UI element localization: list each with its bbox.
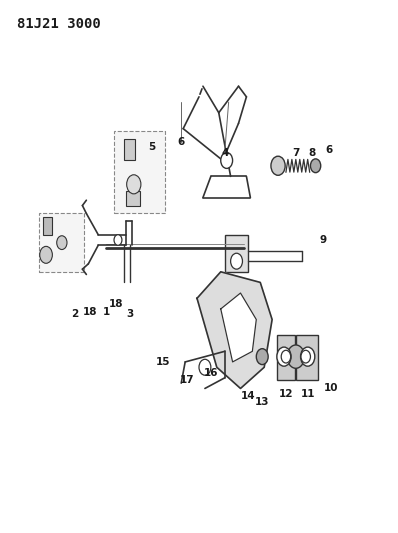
Text: 2: 2 [71,309,78,319]
Text: 16: 16 [204,368,218,377]
Bar [225,235,248,272]
Text: 1: 1 [103,306,110,317]
Text: 7: 7 [292,148,300,158]
Bar [39,214,84,272]
Bar [126,191,140,206]
Circle shape [127,175,141,194]
Circle shape [40,246,53,263]
Text: 18: 18 [83,306,98,317]
Bar [124,139,135,160]
Bar [43,217,52,235]
Circle shape [300,347,315,366]
Circle shape [256,349,268,365]
Circle shape [221,152,232,168]
Circle shape [199,359,211,375]
Text: 18: 18 [109,298,123,309]
Text: 9: 9 [320,235,327,245]
Text: 13: 13 [255,397,269,407]
Circle shape [281,350,291,363]
Circle shape [310,159,321,173]
Text: 6: 6 [326,145,333,155]
Bar [296,335,318,381]
Text: 4: 4 [221,148,228,158]
Circle shape [287,345,304,368]
Text: 81J21 3000: 81J21 3000 [17,17,101,31]
Circle shape [114,235,122,245]
Circle shape [301,350,310,363]
Text: 12: 12 [279,389,293,399]
Circle shape [230,253,242,269]
Text: 3: 3 [126,309,133,319]
Text: 11: 11 [300,389,315,399]
Circle shape [277,347,291,366]
Text: 5: 5 [148,142,155,152]
Bar [277,335,295,381]
Text: 6: 6 [178,137,185,147]
Text: 8: 8 [308,148,315,158]
Polygon shape [221,293,256,362]
Text: 17: 17 [180,375,195,385]
Text: 14: 14 [241,391,256,401]
Bar [114,131,166,214]
Text: 10: 10 [324,383,339,393]
Polygon shape [197,272,272,389]
Circle shape [57,236,67,249]
Text: 15: 15 [156,357,171,367]
Circle shape [271,156,285,175]
